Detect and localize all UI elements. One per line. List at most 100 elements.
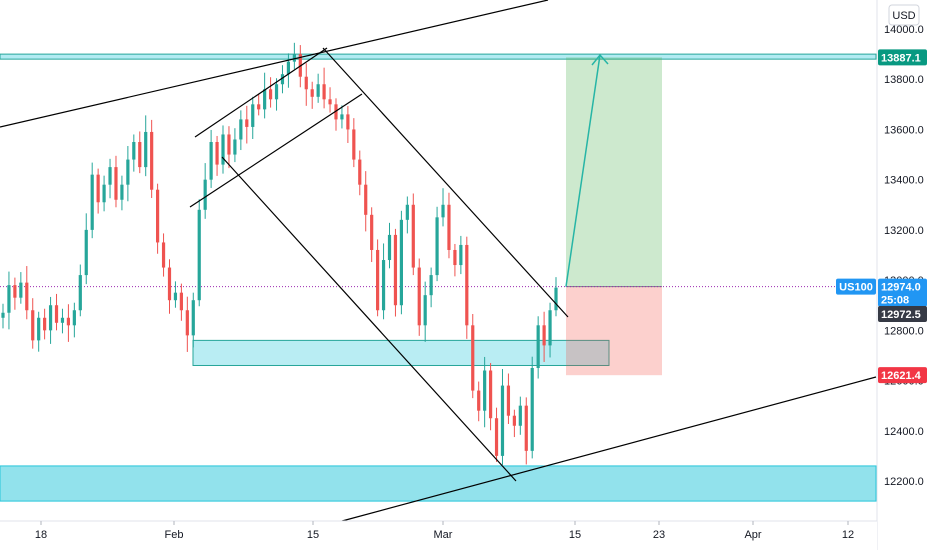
currency-button[interactable] bbox=[888, 4, 920, 26]
candle[interactable] bbox=[263, 72, 267, 119]
candle[interactable] bbox=[102, 175, 106, 212]
candle[interactable] bbox=[554, 277, 558, 317]
candle[interactable] bbox=[488, 362, 493, 431]
candle[interactable] bbox=[13, 277, 17, 310]
candle[interactable] bbox=[381, 243, 386, 320]
candle[interactable] bbox=[459, 235, 463, 275]
candle[interactable] bbox=[60, 308, 65, 334]
candle[interactable] bbox=[530, 356, 534, 459]
candle[interactable] bbox=[316, 73, 320, 103]
candle[interactable] bbox=[506, 373, 511, 424]
zone-demand[interactable] bbox=[192, 339, 610, 366]
position-loss-zone[interactable] bbox=[566, 286, 662, 376]
candle[interactable] bbox=[197, 199, 201, 307]
trendline-upper-long[interactable] bbox=[0, 0, 549, 128]
candle[interactable] bbox=[268, 77, 273, 108]
candle[interactable] bbox=[334, 98, 338, 131]
candle[interactable] bbox=[156, 183, 160, 254]
price-axis[interactable]: USD12200.012400.012600.012800.013000.013… bbox=[876, 0, 932, 550]
candle[interactable] bbox=[96, 168, 100, 214]
candle[interactable] bbox=[78, 264, 82, 317]
candle[interactable] bbox=[548, 302, 552, 358]
candle[interactable] bbox=[512, 409, 516, 438]
candle[interactable] bbox=[393, 228, 398, 317]
candle[interactable] bbox=[518, 396, 522, 435]
candle[interactable] bbox=[370, 207, 374, 263]
candle[interactable] bbox=[43, 308, 47, 340]
candle[interactable] bbox=[108, 158, 112, 199]
candle[interactable] bbox=[126, 146, 130, 202]
candle[interactable] bbox=[471, 314, 475, 399]
candle[interactable] bbox=[209, 129, 213, 188]
channel-up-lower[interactable] bbox=[189, 93, 363, 208]
candle[interactable] bbox=[138, 131, 142, 174]
projection-arrow[interactable] bbox=[565, 54, 601, 287]
candle[interactable] bbox=[483, 356, 487, 428]
candle[interactable] bbox=[66, 304, 71, 342]
candle[interactable] bbox=[239, 110, 243, 151]
candle[interactable] bbox=[114, 155, 118, 208]
candle[interactable] bbox=[358, 150, 362, 196]
candle[interactable] bbox=[221, 125, 225, 174]
channel-down-lower[interactable] bbox=[221, 156, 517, 482]
candle[interactable] bbox=[90, 162, 94, 239]
candle[interactable] bbox=[292, 42, 296, 70]
candle[interactable] bbox=[399, 210, 403, 315]
candle[interactable] bbox=[233, 128, 237, 163]
candle[interactable] bbox=[132, 134, 136, 172]
candle[interactable] bbox=[405, 196, 409, 234]
candle[interactable] bbox=[465, 236, 469, 339]
candle[interactable] bbox=[54, 293, 59, 331]
candle[interactable] bbox=[227, 126, 231, 169]
candle[interactable] bbox=[286, 53, 291, 88]
candle[interactable] bbox=[274, 78, 279, 111]
zone-support[interactable] bbox=[0, 465, 877, 502]
candle[interactable] bbox=[31, 298, 35, 349]
candle[interactable] bbox=[72, 302, 76, 338]
time-axis[interactable]: 18 Feb 15 Mar 15 23 Apr 12 bbox=[0, 520, 877, 550]
candle[interactable] bbox=[19, 272, 23, 304]
candle[interactable] bbox=[494, 407, 499, 462]
candle[interactable] bbox=[477, 381, 481, 422]
candle[interactable] bbox=[173, 281, 178, 308]
candle[interactable] bbox=[1, 303, 5, 329]
candle[interactable] bbox=[245, 105, 249, 144]
candle[interactable] bbox=[429, 267, 433, 308]
candle[interactable] bbox=[417, 258, 421, 336]
candle[interactable] bbox=[310, 81, 314, 109]
candle[interactable] bbox=[150, 119, 154, 198]
candle[interactable] bbox=[352, 118, 356, 168]
candle[interactable] bbox=[280, 65, 285, 94]
candle[interactable] bbox=[144, 115, 148, 177]
candle[interactable] bbox=[328, 87, 332, 113]
candle[interactable] bbox=[37, 311, 41, 352]
candle[interactable] bbox=[441, 188, 445, 227]
position-profit-zone[interactable] bbox=[566, 57, 662, 287]
candle[interactable] bbox=[435, 206, 439, 282]
candle[interactable] bbox=[304, 63, 308, 106]
zone-resistance[interactable] bbox=[0, 53, 877, 60]
channel-up-upper[interactable] bbox=[194, 47, 328, 138]
candle[interactable] bbox=[447, 192, 451, 259]
candle[interactable] bbox=[542, 311, 546, 362]
candle[interactable] bbox=[25, 266, 29, 320]
candle[interactable] bbox=[203, 163, 207, 219]
candle[interactable] bbox=[191, 292, 195, 348]
candle[interactable] bbox=[257, 93, 261, 116]
channel-down-upper[interactable] bbox=[322, 47, 569, 318]
candle[interactable] bbox=[84, 213, 88, 285]
candle[interactable] bbox=[48, 296, 53, 344]
candle[interactable] bbox=[340, 105, 344, 129]
candle[interactable] bbox=[322, 67, 326, 109]
candle[interactable] bbox=[536, 316, 540, 379]
candle[interactable] bbox=[179, 283, 183, 321]
trendline-lower-long[interactable] bbox=[341, 376, 877, 522]
candle[interactable] bbox=[185, 296, 189, 352]
candle[interactable] bbox=[387, 222, 392, 269]
candle[interactable] bbox=[346, 106, 350, 144]
candle[interactable] bbox=[500, 369, 505, 465]
candle[interactable] bbox=[167, 259, 172, 314]
candle[interactable] bbox=[364, 171, 368, 232]
